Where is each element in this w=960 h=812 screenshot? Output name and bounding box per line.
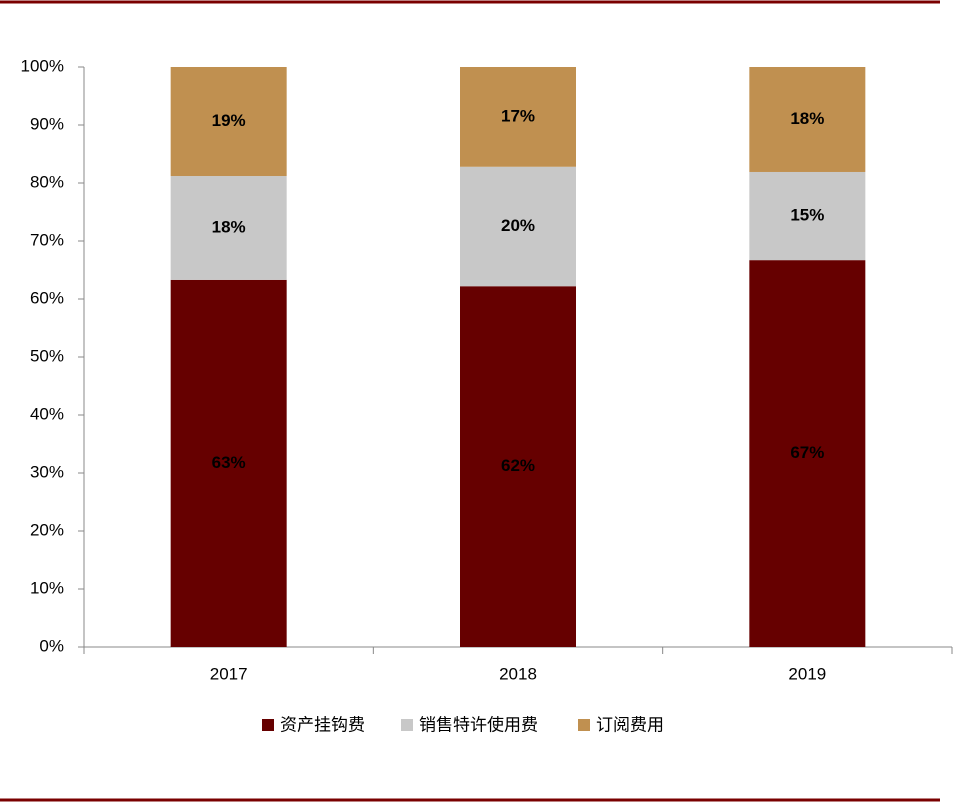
y-tick-label: 100% xyxy=(21,56,64,75)
y-tick-label: 30% xyxy=(30,462,64,481)
bar-segment xyxy=(170,67,287,177)
bar-segment xyxy=(749,67,866,172)
legend-label: 订阅费用 xyxy=(596,715,664,734)
value-label: 62% xyxy=(501,456,535,475)
x-tick-label: 2019 xyxy=(788,664,826,683)
bar-segment xyxy=(460,166,576,287)
y-tick-label: 0% xyxy=(39,636,64,655)
value-label: 18% xyxy=(790,109,824,128)
y-tick-label: 90% xyxy=(30,114,64,133)
legend-swatch xyxy=(401,719,413,731)
value-label: 20% xyxy=(501,216,535,235)
x-tick-label: 2017 xyxy=(210,664,248,683)
y-tick-label: 70% xyxy=(30,230,64,249)
value-label: 67% xyxy=(790,443,824,462)
bar-segment xyxy=(460,286,576,647)
y-tick-label: 10% xyxy=(30,578,64,597)
y-tick-label: 20% xyxy=(30,520,64,539)
legend-label: 资产挂钩费 xyxy=(280,715,365,734)
bar-segment xyxy=(170,176,287,280)
y-tick-label: 80% xyxy=(30,172,64,191)
value-label: 63% xyxy=(212,453,246,472)
y-tick-label: 50% xyxy=(30,346,64,365)
value-label: 19% xyxy=(212,111,246,130)
bar-segment xyxy=(170,279,287,647)
legend-swatch xyxy=(262,719,274,731)
bar-segment xyxy=(749,171,866,261)
legend-label: 销售特许使用费 xyxy=(419,714,538,734)
y-tick-label: 40% xyxy=(30,404,64,423)
x-tick-label: 2018 xyxy=(499,664,537,683)
legend-swatch xyxy=(578,719,590,731)
value-label: 15% xyxy=(790,206,824,225)
value-label: 17% xyxy=(501,106,535,125)
bar-segment xyxy=(460,67,576,167)
bar-segment xyxy=(749,260,866,647)
y-tick-label: 60% xyxy=(30,288,64,307)
value-label: 18% xyxy=(212,217,246,236)
